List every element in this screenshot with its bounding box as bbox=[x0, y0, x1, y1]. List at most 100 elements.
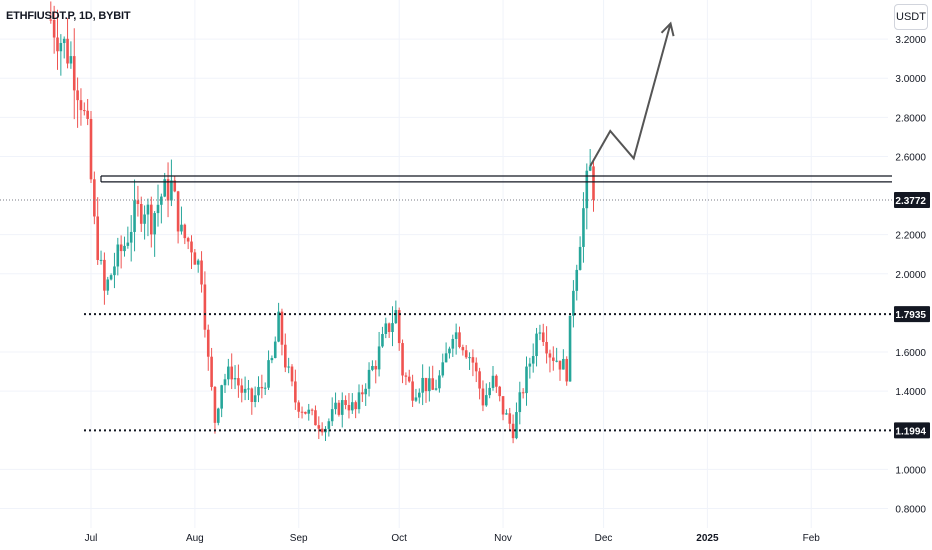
time-axis[interactable]: Jul Aug Sep Oct Nov Dec 2025 Feb bbox=[85, 533, 821, 544]
candle-body bbox=[193, 252, 197, 265]
candle-body bbox=[521, 392, 525, 394]
candle-body bbox=[414, 397, 418, 401]
candle-body bbox=[461, 347, 465, 351]
x-tick-label: Jul bbox=[85, 533, 98, 544]
candle-body bbox=[56, 37, 59, 52]
candle-body bbox=[233, 378, 237, 380]
candle-body bbox=[83, 110, 86, 112]
x-tick-label: Nov bbox=[494, 533, 512, 544]
candle-body bbox=[384, 323, 388, 335]
candle-body bbox=[518, 392, 522, 413]
candle-body bbox=[270, 358, 274, 361]
candle-body bbox=[418, 392, 421, 398]
candle-body bbox=[307, 409, 311, 414]
candle-body bbox=[186, 238, 190, 242]
candle-body bbox=[267, 360, 270, 388]
candle-body bbox=[230, 366, 233, 380]
candle-body bbox=[163, 179, 166, 197]
candle-body bbox=[196, 260, 200, 265]
price-label-box bbox=[894, 192, 930, 209]
candle-body bbox=[578, 246, 582, 270]
candle-body bbox=[210, 356, 213, 387]
candle-body bbox=[495, 375, 498, 387]
candle-body bbox=[217, 408, 220, 423]
candle-body bbox=[290, 366, 294, 382]
y-tick-label: 1.4000 bbox=[895, 387, 926, 398]
price-label-box bbox=[894, 306, 930, 323]
candle-body bbox=[213, 386, 217, 423]
candle-body bbox=[160, 196, 163, 205]
symbol-label[interactable]: ETHFIUSDT.P, 1D, BYBIT bbox=[6, 10, 131, 22]
candle-body bbox=[558, 360, 562, 370]
candle-body bbox=[250, 388, 254, 402]
candle-body bbox=[284, 344, 287, 368]
candle-body bbox=[344, 400, 347, 406]
x-tick-label: Feb bbox=[803, 533, 821, 544]
level-lines bbox=[0, 175, 892, 432]
y-tick-label: 1.6000 bbox=[895, 348, 926, 359]
candle-body bbox=[62, 38, 66, 44]
candle-body bbox=[146, 204, 150, 215]
candle-body bbox=[113, 266, 116, 276]
candle-body bbox=[548, 353, 552, 358]
y-tick-label: 2.0000 bbox=[895, 270, 926, 281]
candle-body bbox=[438, 375, 441, 389]
candle-body bbox=[488, 387, 491, 396]
candle-body bbox=[69, 56, 73, 64]
candle-body bbox=[565, 358, 568, 382]
candle-body bbox=[227, 366, 230, 380]
y-tick-label: 3.0000 bbox=[895, 74, 926, 85]
candle-body bbox=[99, 259, 103, 261]
candle-body bbox=[367, 369, 371, 389]
candle-body bbox=[464, 350, 468, 358]
candle-body bbox=[297, 402, 300, 412]
candle-body bbox=[448, 348, 451, 354]
projection-path bbox=[589, 23, 672, 167]
candle-body bbox=[411, 381, 414, 401]
candle-body bbox=[52, 19, 56, 38]
x-tick-label: Sep bbox=[290, 533, 308, 544]
candle-body bbox=[582, 208, 585, 247]
candle-body bbox=[180, 224, 183, 232]
candle-body bbox=[203, 284, 207, 330]
candle-body bbox=[481, 388, 485, 406]
candle-body bbox=[156, 204, 160, 214]
y-tick-label: 3.2000 bbox=[895, 35, 926, 46]
candle-body bbox=[223, 379, 227, 386]
candle-body bbox=[106, 279, 110, 291]
candle-body bbox=[454, 332, 458, 339]
x-tick-label: Dec bbox=[595, 533, 613, 544]
candle-body bbox=[257, 386, 260, 396]
candle-body bbox=[150, 204, 153, 235]
candle-body bbox=[371, 366, 374, 370]
candle-body bbox=[89, 118, 93, 180]
candle-body bbox=[552, 357, 555, 361]
candle-body bbox=[123, 245, 126, 252]
grid-lines bbox=[0, 0, 888, 528]
x-tick-label: 2025 bbox=[696, 533, 719, 544]
candle-body bbox=[126, 242, 130, 246]
candle-body bbox=[485, 395, 488, 406]
candle-body bbox=[391, 323, 394, 333]
price-label-box bbox=[894, 422, 930, 439]
candle-body bbox=[260, 386, 264, 389]
price-axis[interactable]: 3.2000 3.0000 2.8000 2.6000 2.2000 2.0000 1.60… bbox=[894, 35, 930, 515]
candle-body bbox=[320, 428, 324, 433]
candle-body bbox=[501, 396, 505, 415]
candle-body bbox=[515, 412, 518, 439]
candle-body bbox=[585, 170, 589, 209]
candle-body bbox=[525, 366, 528, 394]
y-tick-label: 2.2000 bbox=[895, 231, 926, 242]
unit-button[interactable]: USDT bbox=[894, 4, 928, 30]
candle-body bbox=[474, 362, 478, 372]
candle-body bbox=[401, 343, 404, 376]
candle-body bbox=[588, 166, 592, 171]
candle-body bbox=[434, 388, 438, 390]
candle-body bbox=[424, 377, 428, 392]
candle-body bbox=[109, 275, 113, 280]
candle-body bbox=[381, 334, 384, 347]
candle-body bbox=[545, 341, 548, 354]
candle-body bbox=[240, 385, 244, 393]
candle-body bbox=[431, 378, 434, 390]
